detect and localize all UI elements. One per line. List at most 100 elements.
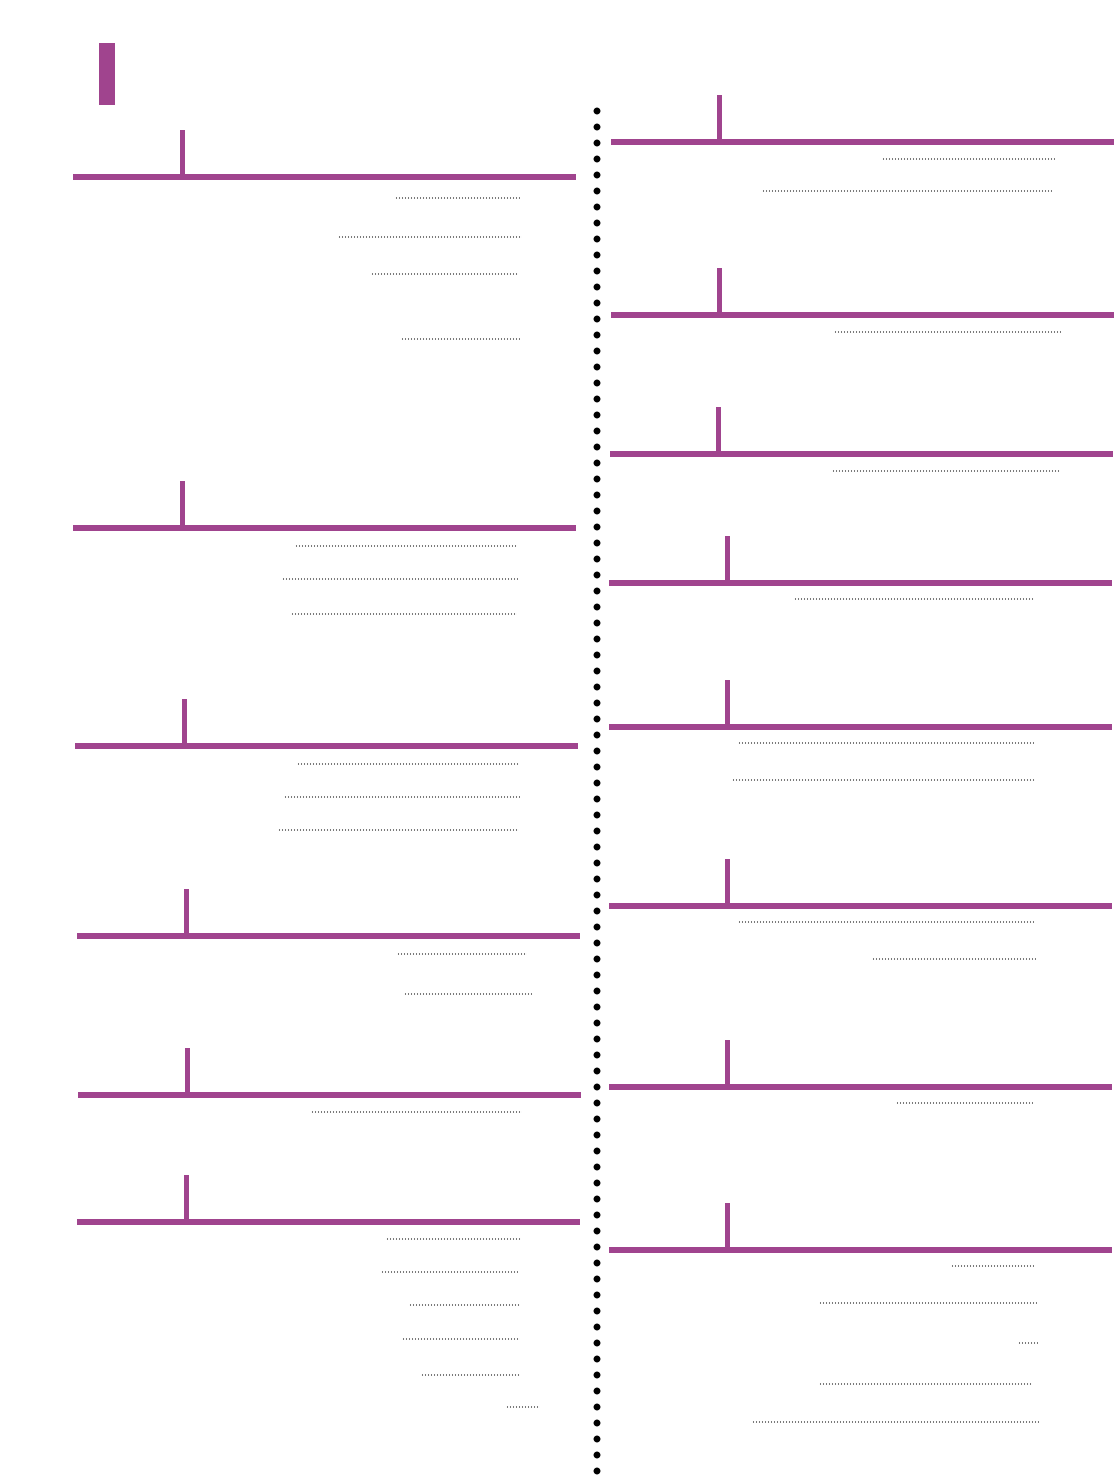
toc-entry[interactable]: [77, 1399, 580, 1419]
dot-leader: [819, 1302, 1037, 1304]
dot-leader: [951, 1265, 1034, 1267]
dot-leader: [752, 1421, 1039, 1423]
section-rule: [609, 724, 1112, 730]
toc-entry[interactable]: [77, 946, 580, 966]
toc-entry[interactable]: [73, 266, 576, 286]
dot-leader: [397, 953, 527, 955]
toc-entry[interactable]: [609, 591, 1112, 611]
section-rule: [78, 1092, 581, 1098]
toc-entry[interactable]: [73, 571, 576, 591]
section-tick: [725, 680, 730, 727]
title-accent-bar: [99, 43, 115, 105]
toc-entry[interactable]: [609, 1414, 1112, 1434]
section-tick: [717, 95, 722, 142]
toc-entry[interactable]: [73, 606, 576, 626]
toc-entry[interactable]: [609, 1258, 1112, 1278]
toc-section: [609, 859, 1112, 909]
dot-leader: [395, 197, 520, 199]
toc-entry[interactable]: [77, 1331, 580, 1351]
section-rule: [609, 1084, 1112, 1090]
section-rule: [73, 174, 576, 180]
section-tick: [717, 268, 722, 315]
dot-leader: [381, 1271, 518, 1273]
section-tick: [725, 1040, 730, 1087]
toc-entry[interactable]: [73, 190, 576, 210]
dot-leader: [1018, 1342, 1038, 1344]
toc-entry[interactable]: [609, 1376, 1112, 1396]
section-rule: [609, 903, 1112, 909]
dot-leader: [371, 273, 518, 275]
section-tick: [725, 536, 730, 583]
dot-leader: [295, 545, 517, 547]
toc-section: [609, 680, 1112, 730]
dot-leader: [402, 1338, 520, 1340]
dot-leader: [386, 1238, 521, 1240]
toc-entry[interactable]: [73, 229, 576, 249]
section-rule: [609, 580, 1112, 586]
dot-leader: [762, 190, 1052, 192]
section-rule: [75, 743, 578, 749]
section-tick: [182, 699, 187, 746]
dot-leader: [297, 763, 519, 765]
toc-entry[interactable]: [609, 1295, 1112, 1315]
column-divider: [592, 103, 602, 1483]
dot-leader: [311, 1111, 522, 1113]
toc-entry[interactable]: [610, 463, 1113, 483]
dot-leader: [872, 958, 1036, 960]
section-tick: [184, 889, 189, 936]
toc-entry[interactable]: [609, 735, 1112, 755]
toc-entry[interactable]: [73, 538, 576, 558]
toc-section: [77, 889, 580, 939]
dot-leader: [338, 236, 522, 238]
toc-entry[interactable]: [75, 789, 578, 809]
toc-entry[interactable]: [77, 1367, 580, 1387]
toc-entry[interactable]: [77, 1297, 580, 1317]
toc-section: [611, 268, 1114, 318]
dot-leader: [834, 331, 1061, 333]
dot-leader: [896, 1102, 1033, 1104]
toc-section: [73, 130, 576, 180]
toc-entry[interactable]: [75, 822, 578, 842]
toc-entry[interactable]: [611, 183, 1114, 203]
toc-entry[interactable]: [611, 151, 1114, 171]
toc-entry[interactable]: [77, 986, 580, 1006]
dot-leader: [404, 993, 532, 995]
toc-entry[interactable]: [609, 1095, 1112, 1115]
dot-leader: [506, 1406, 540, 1408]
toc-entry[interactable]: [609, 772, 1112, 792]
section-rule: [77, 1219, 580, 1225]
section-tick: [180, 481, 185, 528]
dot-leader: [401, 338, 520, 340]
toc-section: [609, 1203, 1112, 1253]
toc-entry[interactable]: [609, 914, 1112, 934]
dot-leader: [284, 796, 520, 798]
dot-leader: [291, 613, 517, 615]
dot-leader: [738, 921, 1034, 923]
toc-entry[interactable]: [73, 331, 576, 351]
dot-leader: [282, 578, 518, 580]
toc-entry[interactable]: [611, 324, 1114, 344]
toc-entry[interactable]: [78, 1104, 581, 1124]
dot-leader: [278, 829, 519, 831]
dot-leader: [882, 158, 1055, 160]
section-tick: [185, 1048, 190, 1095]
section-tick: [716, 407, 721, 454]
section-rule: [610, 451, 1113, 457]
section-rule: [77, 933, 580, 939]
toc-section: [609, 536, 1112, 586]
toc-entry[interactable]: [609, 951, 1112, 971]
toc-entry[interactable]: [77, 1231, 580, 1251]
section-rule: [609, 1247, 1112, 1253]
toc-entry[interactable]: [609, 1335, 1112, 1355]
dot-leader: [832, 470, 1060, 472]
section-rule: [611, 312, 1114, 318]
toc-section: [75, 699, 578, 749]
dot-leader: [794, 598, 1034, 600]
dot-leader: [738, 742, 1034, 744]
section-tick: [184, 1175, 189, 1222]
toc-entry[interactable]: [75, 756, 578, 776]
toc-section: [73, 481, 576, 531]
dot-leader: [421, 1374, 520, 1376]
toc-entry[interactable]: [77, 1264, 580, 1284]
toc-section: [610, 407, 1113, 457]
